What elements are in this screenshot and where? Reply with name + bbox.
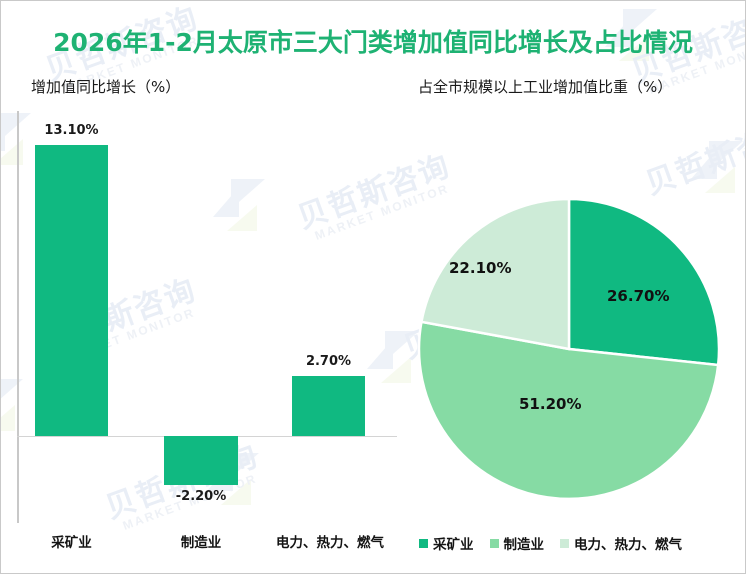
pie-chart: 26.70% 51.20% 22.10% <box>411 191 731 511</box>
pie-value-label: 22.10% <box>449 259 512 277</box>
legend-swatch-icon <box>419 538 428 548</box>
bar-value-label: -2.20% <box>175 488 227 504</box>
legend-label: 制造业 <box>503 537 545 553</box>
legend-swatch-icon <box>489 538 499 548</box>
pie-slice-mining[interactable] <box>567 197 721 367</box>
pie-legend: 采矿业 制造业 电力、热力、燃气 <box>419 533 682 553</box>
page-title: 2026年1-2月太原市三大门类增加值同比增长及占比情况 <box>53 28 693 57</box>
pie-chart-title: 占全市规模以上工业增加值比重（%） <box>418 78 673 96</box>
legend-label: 采矿业 <box>433 537 474 553</box>
legend-item-manufacturing[interactable]: 制造业 <box>489 533 545 553</box>
pie-slice-manufacturing[interactable] <box>417 320 720 501</box>
pie-slice-power[interactable] <box>420 197 571 351</box>
legend-swatch-icon <box>560 538 569 548</box>
bar-value-label: 13.10% <box>44 123 99 138</box>
pie-value-label: 51.20% <box>519 395 582 413</box>
bar-mining[interactable] <box>35 145 108 436</box>
bar-category-label: 制造业 <box>180 535 222 551</box>
bar-chart-title: 增加值同比增长（%） <box>31 78 181 96</box>
bar-power[interactable] <box>292 376 365 436</box>
legend-label: 电力、热力、燃气 <box>574 537 682 553</box>
bar-category-label: 采矿业 <box>51 535 92 551</box>
bar-manufacturing[interactable] <box>164 436 238 485</box>
pie-svg <box>417 197 721 501</box>
y-axis <box>17 111 19 523</box>
bar-category-label: 电力、热力、燃气 <box>276 535 384 551</box>
legend-item-mining[interactable]: 采矿业 <box>419 533 474 553</box>
legend-item-power[interactable]: 电力、热力、燃气 <box>560 533 682 553</box>
bar-chart: 13.10% -2.20% 2.70% 采矿业 制造业 电力、热力、燃气 <box>17 111 397 551</box>
bar-value-label: 2.70% <box>305 354 352 370</box>
pie-value-label: 26.70% <box>607 287 670 305</box>
